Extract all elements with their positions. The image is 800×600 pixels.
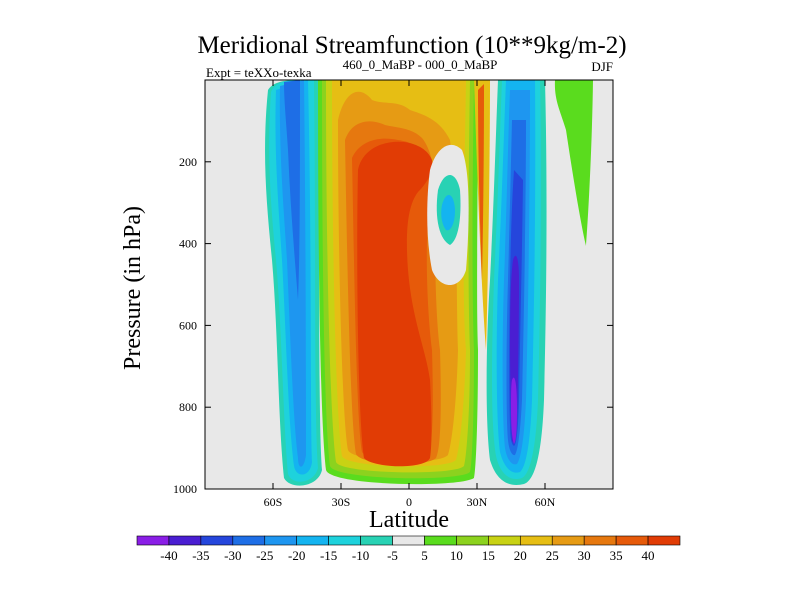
sh-negative-level-25 bbox=[284, 80, 300, 300]
legend-level-label: -35 bbox=[192, 548, 209, 563]
experiment-label: Expt = teXXo-texka bbox=[206, 65, 312, 80]
legend-swatch bbox=[519, 535, 553, 546]
legend-swatch bbox=[424, 535, 457, 546]
legend-swatch bbox=[583, 535, 617, 546]
y-tick-label: 1000 bbox=[173, 482, 197, 496]
x-tick-label: 60S bbox=[264, 495, 283, 509]
legend-swatch bbox=[232, 535, 266, 546]
x-axis: 60S 30S 0 30N 60N bbox=[264, 80, 556, 509]
legend-level-label: -40 bbox=[160, 548, 177, 563]
nh-upper-positive-level-10 bbox=[565, 80, 590, 200]
legend-swatch bbox=[647, 535, 681, 546]
legend-swatch bbox=[264, 535, 298, 546]
legend-level-label: -5 bbox=[387, 548, 398, 563]
legend-level-label: -20 bbox=[288, 548, 305, 563]
legend-swatch bbox=[328, 535, 361, 546]
legend-level-label: -15 bbox=[320, 548, 337, 563]
legend-swatch bbox=[296, 535, 329, 546]
legend-swatch bbox=[360, 535, 393, 546]
legend-swatch bbox=[136, 535, 170, 546]
y-tick-label: 600 bbox=[179, 318, 197, 332]
period-label: 460_0_MaBP - 000_0_MaBP bbox=[343, 57, 498, 72]
legend-level-label: 25 bbox=[546, 548, 559, 563]
legend-level-label: 20 bbox=[514, 548, 527, 563]
legend-level-label: -10 bbox=[352, 548, 369, 563]
contour-fill bbox=[265, 80, 593, 486]
season-label: DJF bbox=[591, 59, 613, 74]
upper-tropics-gap-core bbox=[441, 194, 455, 231]
legend-level-label: 5 bbox=[421, 548, 428, 563]
x-tick-label: 60N bbox=[535, 495, 556, 509]
legend-level-label: -30 bbox=[224, 548, 241, 563]
x-axis-title: Latitude bbox=[369, 507, 449, 533]
legend-swatch bbox=[456, 535, 489, 546]
x-tick-label: 0 bbox=[406, 495, 412, 509]
y-axis-title: Pressure (in hPa) bbox=[120, 206, 146, 370]
x-tick-label: 30N bbox=[467, 495, 488, 509]
y-axis: 200 400 600 800 1000 bbox=[173, 155, 613, 496]
legend-swatch bbox=[392, 535, 425, 546]
tropical-positive-level-40 bbox=[357, 141, 433, 467]
legend-level-label: 30 bbox=[578, 548, 591, 563]
legend-level-label: -25 bbox=[256, 548, 273, 563]
legend-swatch bbox=[168, 535, 202, 546]
legend-swatch bbox=[615, 535, 649, 546]
chart-title: Meridional Streamfunction (10**9kg/m-2) bbox=[197, 32, 626, 59]
legend-swatch bbox=[200, 535, 234, 546]
y-tick-label: 200 bbox=[179, 155, 197, 169]
y-tick-label: 800 bbox=[179, 400, 197, 414]
color-legend: -40 -35 -30 -25 -20 -15 -10 -5 5 10 15 20 25 30 35 40 bbox=[136, 535, 681, 563]
legend-level-label: 10 bbox=[450, 548, 463, 563]
y-tick-label: 400 bbox=[179, 237, 197, 251]
legend-level-label: 15 bbox=[482, 548, 495, 563]
x-tick-label: 30S bbox=[332, 495, 351, 509]
legend-swatch bbox=[488, 535, 521, 546]
nh-negative-level-40 bbox=[511, 377, 517, 444]
tropical-edge-upper-core bbox=[478, 84, 484, 280]
legend-swatch bbox=[551, 535, 585, 546]
legend-level-label: 35 bbox=[610, 548, 623, 563]
legend-level-label: 40 bbox=[642, 548, 655, 563]
